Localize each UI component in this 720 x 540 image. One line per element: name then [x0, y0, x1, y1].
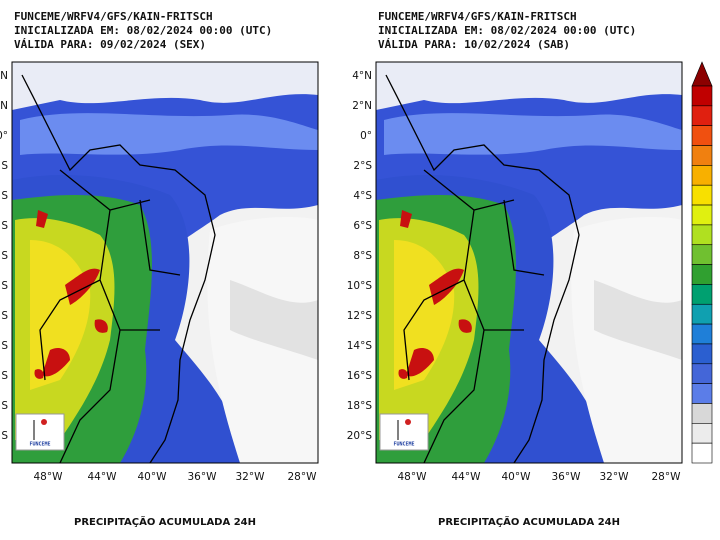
- lat-label: 10°S: [347, 280, 373, 292]
- header-line: FUNCEME/WRFV4/GFS/KAIN-FRITSCH: [378, 10, 577, 23]
- lon-label: 44°W: [88, 471, 118, 483]
- lat-label: 12°S: [347, 310, 373, 322]
- colorbar-swatch: [691, 284, 713, 305]
- lat-label: S: [1, 160, 8, 172]
- lon-label: 48°W: [34, 471, 64, 483]
- colorbar-swatch: [691, 224, 713, 246]
- lat-label: S: [1, 250, 8, 262]
- logo-text: FUNCEME: [393, 442, 414, 448]
- lat-label: S: [1, 370, 8, 382]
- logo-sun: [41, 419, 47, 425]
- lat-label: S: [1, 190, 8, 202]
- colorbar-swatch: [691, 403, 713, 424]
- lon-label: 36°W: [188, 471, 218, 483]
- colorbar-swatch: [691, 343, 713, 365]
- lat-label: S: [1, 310, 8, 322]
- lon-label: 40°W: [502, 471, 532, 483]
- lat-label: 0°: [0, 130, 8, 142]
- colorbar-swatch: [691, 383, 713, 404]
- colorbar-arrow: [691, 61, 713, 87]
- lat-label: 2°N: [352, 100, 372, 112]
- lat-label: 4°N: [352, 70, 372, 82]
- lon-label: 44°W: [452, 471, 482, 483]
- logo-box: [15, 413, 65, 451]
- logo-box: [379, 413, 429, 451]
- colorbar-swatch: [691, 165, 713, 186]
- lon-label: 36°W: [552, 471, 582, 483]
- header-line: FUNCEME/WRFV4/GFS/KAIN-FRITSCH: [14, 10, 213, 23]
- colorbar-swatch: [691, 244, 713, 265]
- lat-label: S: [1, 430, 8, 442]
- colorbar-swatch: [691, 423, 713, 444]
- caption: PRECIPITAÇÃO ACUMULADA 24H: [74, 515, 256, 528]
- header-line: INICIALIZADA EM: 08/02/2024 00:00 (UTC): [14, 24, 272, 37]
- lon-label: 48°W: [398, 471, 428, 483]
- lat-label: S: [1, 340, 8, 352]
- lat-label: S: [1, 400, 8, 412]
- colorbar-swatch: [691, 323, 713, 345]
- colorbar-swatch: [691, 442, 713, 464]
- lon-label: 40°W: [138, 471, 168, 483]
- lat-label: 14°S: [347, 340, 373, 352]
- lat-label: S: [1, 220, 8, 232]
- colorbar-swatch: [691, 184, 713, 206]
- header-line: VÁLIDA PARA: 10/02/2024 (SAB): [378, 38, 570, 51]
- left-map: [11, 61, 319, 464]
- lat-label: N: [0, 100, 8, 112]
- lon-label: 28°W: [288, 471, 318, 483]
- colorbar-swatch: [691, 204, 713, 226]
- lon-label: 32°W: [236, 471, 266, 483]
- colorbar-swatch: [691, 145, 713, 166]
- lat-label: 4°S: [353, 190, 372, 202]
- lon-label: 32°W: [600, 471, 630, 483]
- right-map: [375, 61, 683, 464]
- colorbar-swatch: [691, 85, 713, 107]
- logo-text: FUNCEME: [29, 442, 50, 448]
- colorbar: [691, 61, 713, 464]
- lon-label: 28°W: [652, 471, 682, 483]
- lat-label: N: [0, 70, 8, 82]
- lat-label: 8°S: [353, 250, 372, 262]
- colorbar-swatch: [691, 363, 713, 384]
- logo-sun: [405, 419, 411, 425]
- header-line: INICIALIZADA EM: 08/02/2024 00:00 (UTC): [378, 24, 636, 37]
- lat-label: 18°S: [347, 400, 373, 412]
- lat-label: 6°S: [353, 220, 372, 232]
- lat-label: 20°S: [347, 430, 373, 442]
- lat-label: S: [1, 280, 8, 292]
- colorbar-swatch: [691, 303, 713, 325]
- colorbar-swatch: [691, 105, 713, 126]
- header-line: VÁLIDA PARA: 09/02/2024 (SEX): [14, 38, 206, 51]
- colorbar-swatch: [691, 125, 713, 146]
- lat-label: 0°: [360, 130, 372, 142]
- caption: PRECIPITAÇÃO ACUMULADA 24H: [438, 515, 620, 528]
- lat-label: 16°S: [347, 370, 373, 382]
- colorbar-swatch: [691, 264, 713, 285]
- lat-label: 2°S: [353, 160, 372, 172]
